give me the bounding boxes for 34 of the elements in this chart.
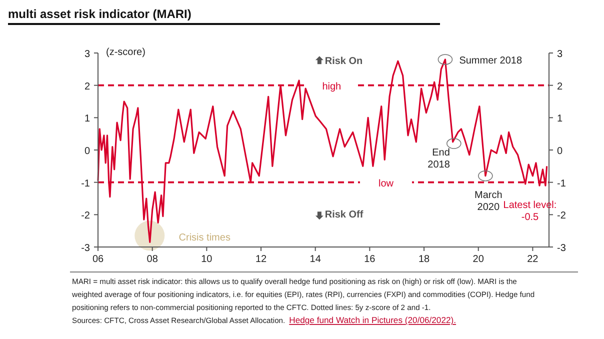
y-tick-label: 0 xyxy=(84,146,90,157)
ref-line-label: low xyxy=(378,178,394,190)
x-tick-label: 18 xyxy=(418,254,430,265)
annotation: March 2020 xyxy=(474,190,502,213)
x-tick-label: 14 xyxy=(310,254,322,265)
y-tick-label: 3 xyxy=(84,49,90,60)
y2-tick-label: 2 xyxy=(557,81,563,92)
x-tick-label: 10 xyxy=(201,254,213,265)
y-tick-label: -1 xyxy=(81,178,90,190)
x-tick-label: 08 xyxy=(146,254,158,265)
y-tick-label: 2 xyxy=(84,81,90,92)
annotation: End 2018 xyxy=(428,148,450,171)
annotation: Risk Off xyxy=(324,210,364,221)
y2-tick-label: -1 xyxy=(557,178,566,190)
y2-tick-label: 0 xyxy=(557,146,563,157)
annotation: Risk On xyxy=(324,56,363,68)
y2-tick-label: 1 xyxy=(557,114,563,125)
y-tick-label: -3 xyxy=(81,243,90,254)
annotation: Summer 2018 xyxy=(459,55,522,66)
x-tick-label: 22 xyxy=(527,254,539,265)
annotation: Crisis times xyxy=(178,232,230,244)
x-tick-label: 06 xyxy=(92,254,104,265)
text: Hedge fund Watch in Pictures (20/06/2022). xyxy=(289,315,456,325)
y-tick-label: 1 xyxy=(84,114,90,125)
y2-tick-label: 3 xyxy=(557,49,563,60)
x-tick-label: 12 xyxy=(255,254,268,265)
ref-line-label: high xyxy=(322,81,342,92)
y-tick-label: -2 xyxy=(81,210,90,222)
chart-title: multi asset risk indicator (MARI) xyxy=(8,7,192,21)
x-tick-label: 20 xyxy=(472,254,484,265)
annotation: (z-score) xyxy=(106,47,146,58)
x-tick-label: 16 xyxy=(364,254,376,265)
y2-tick-label: -3 xyxy=(557,243,566,254)
y2-tick-label: -2 xyxy=(557,210,566,222)
